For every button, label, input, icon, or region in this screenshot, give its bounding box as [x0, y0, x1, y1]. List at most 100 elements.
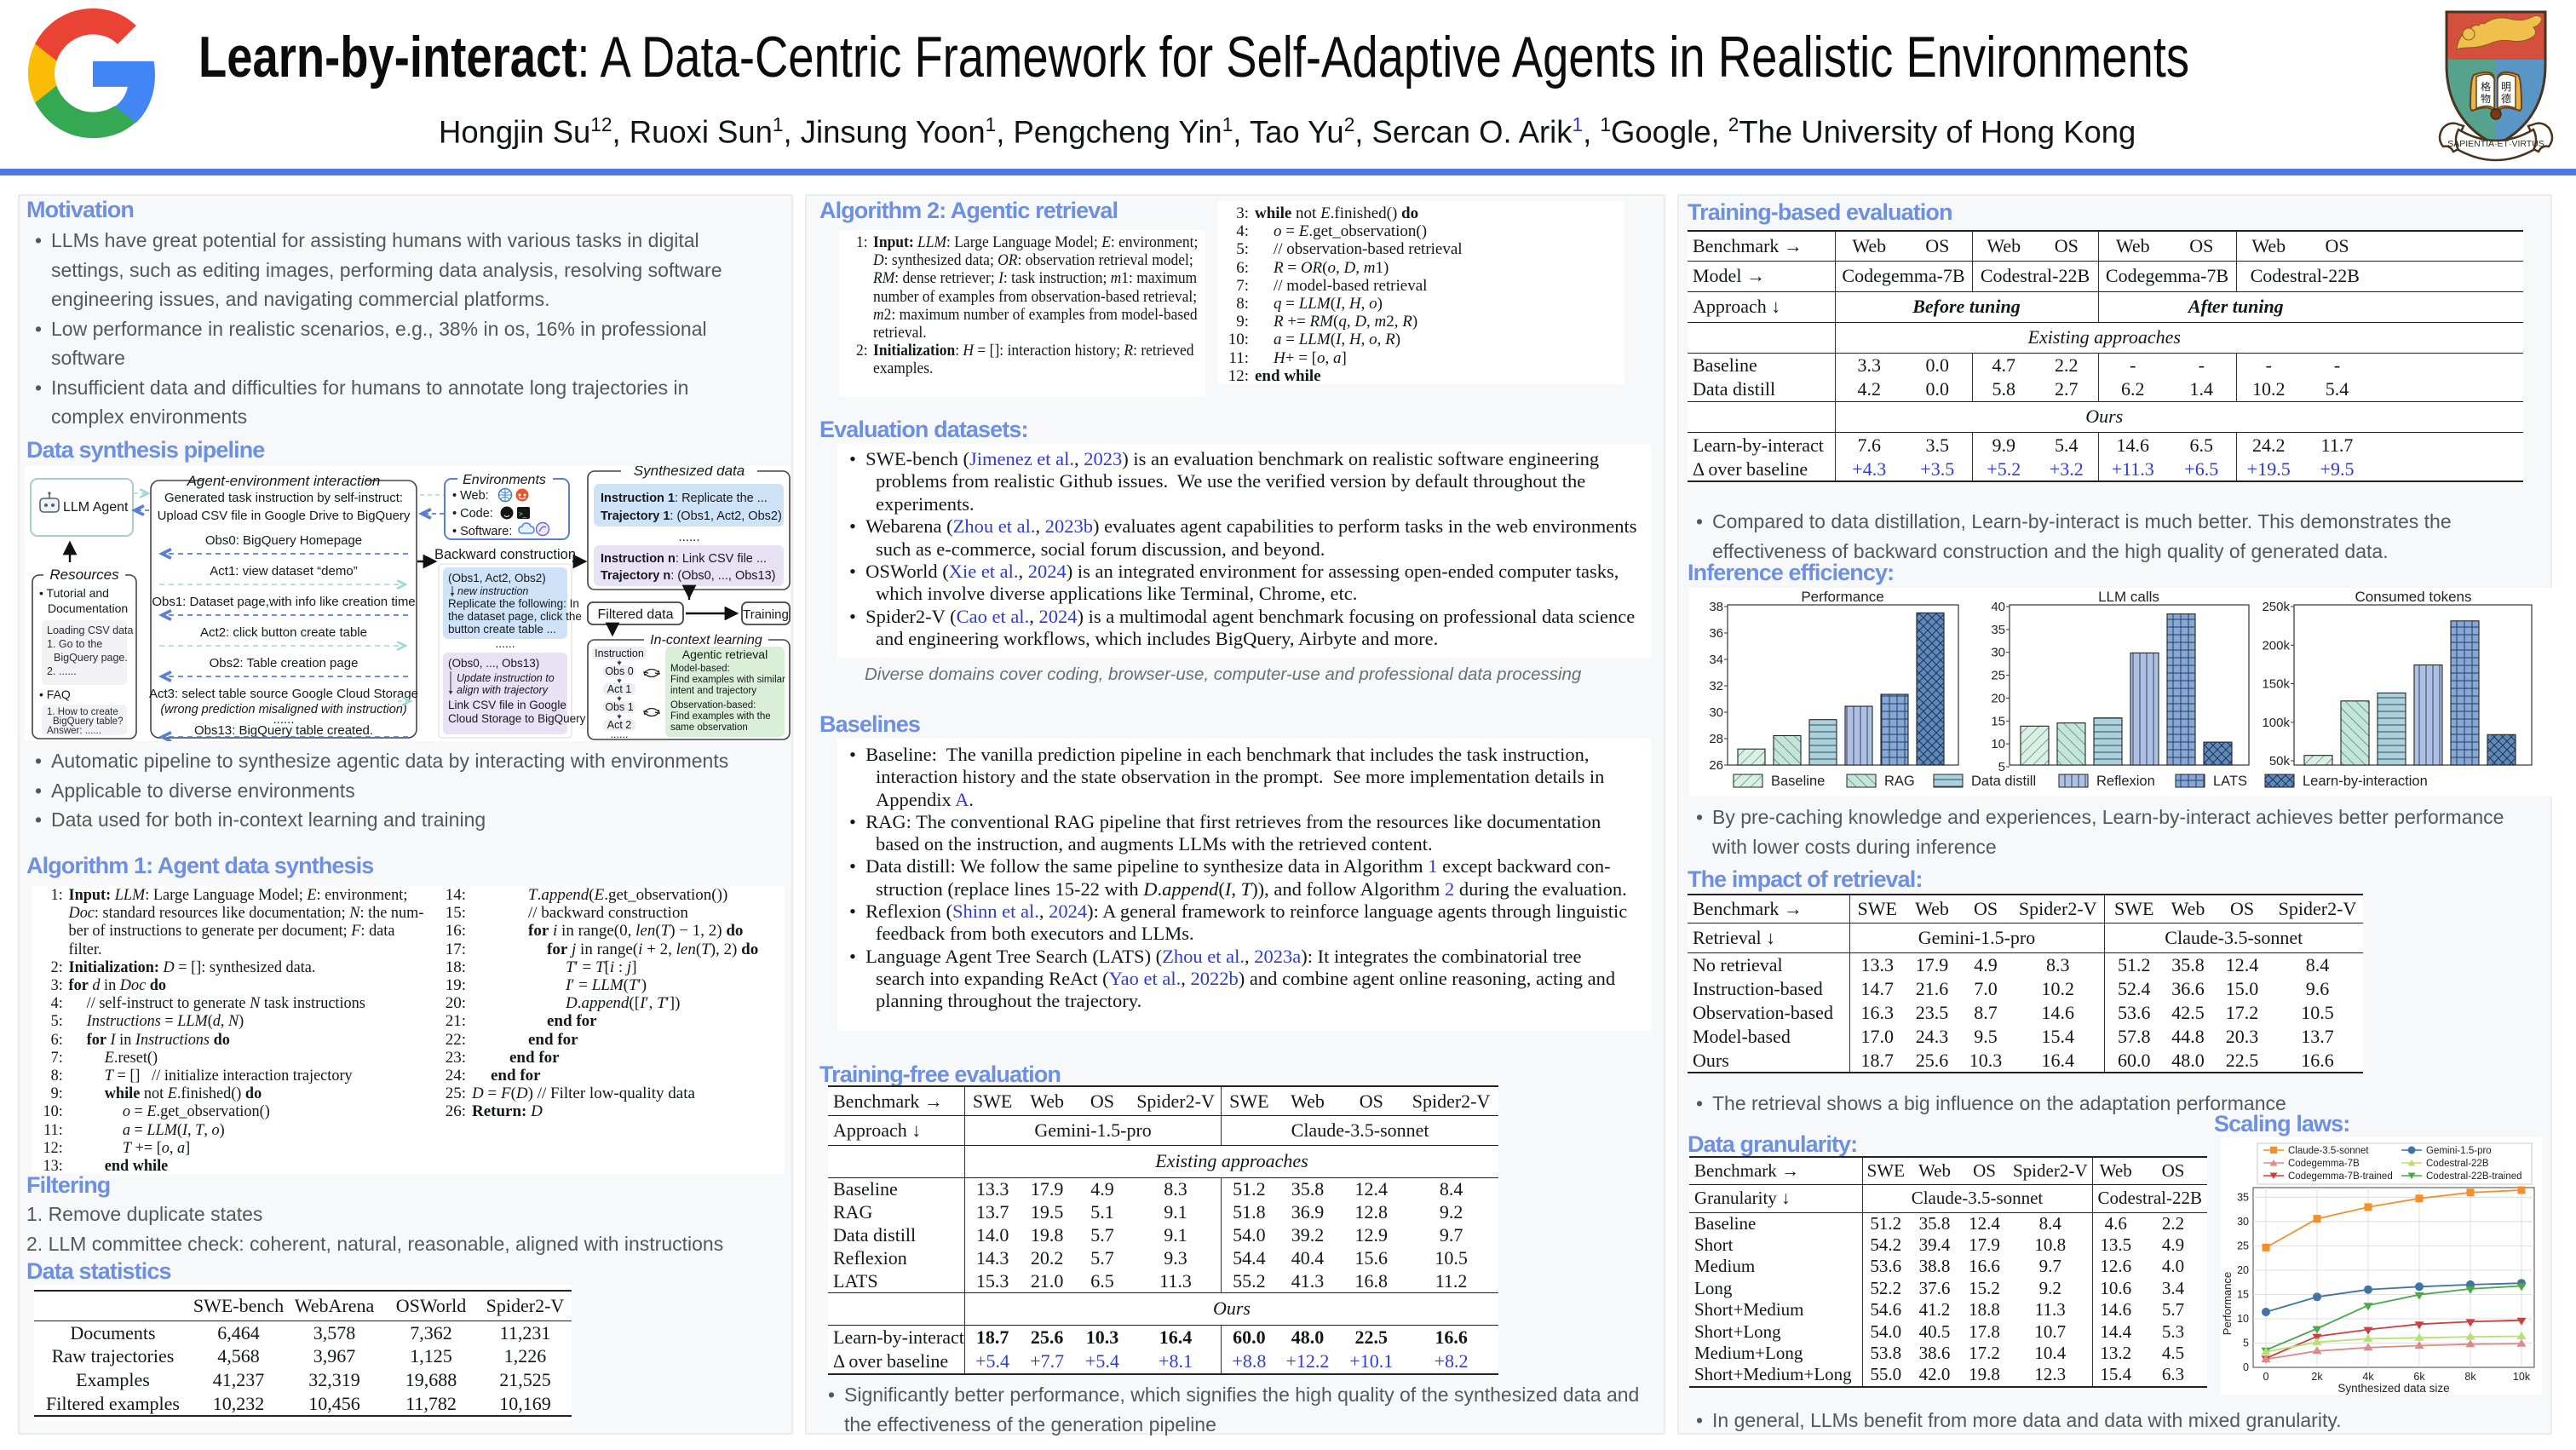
svg-text:10: 10 [2237, 1313, 2249, 1325]
svg-text:• Software:: • Software: [452, 525, 512, 538]
svg-text:Loading CSV data: Loading CSV data [47, 624, 134, 636]
svg-text:25: 25 [1991, 669, 2005, 683]
svg-text:Documentation: Documentation [48, 601, 128, 615]
svg-text:明: 明 [2501, 81, 2511, 93]
svg-text:Reflexion: Reflexion [2096, 774, 2155, 789]
svg-text:28: 28 [1709, 732, 1723, 746]
svg-text:Act3: select table source Goog: Act3: select table source Google Cloud S… [149, 687, 418, 701]
svg-text:SAPIENTIA·ET·VIRTUS: SAPIENTIA·ET·VIRTUS [2447, 139, 2544, 149]
svg-text:10k: 10k [2513, 1371, 2531, 1383]
svg-text:Codestral-22B-trained: Codestral-22B-trained [2426, 1171, 2522, 1182]
svg-text:Obs2: Table creation page: Obs2: Table creation page [210, 656, 359, 670]
svg-text:1. How to create: 1. How to create [47, 707, 118, 717]
svg-text:40: 40 [1991, 600, 2005, 614]
svg-text:0: 0 [2243, 1361, 2249, 1373]
svg-text:• Code:: • Code: [452, 507, 493, 521]
svg-text:Backward construction: Backward construction [434, 547, 576, 562]
svg-text:8k: 8k [2464, 1371, 2476, 1383]
svg-text:the dataset page, click the: the dataset page, click the [448, 610, 582, 623]
svg-text:Trajectory n: (Obs0, ..., Obs1: Trajectory n: (Obs0, ..., Obs13) [601, 569, 776, 583]
svg-text:38: 38 [1709, 600, 1723, 614]
svg-text:Instruction n: Link CSV file .: Instruction n: Link CSV file ... [601, 552, 767, 566]
svg-text:Obs0: BigQuery Homepage: Obs0: BigQuery Homepage [205, 533, 362, 548]
svg-text:Instruction 1: Replicate the .: Instruction 1: Replicate the ... [601, 492, 768, 505]
svg-text:Consumed tokens: Consumed tokens [2355, 589, 2471, 605]
svg-text:intent and trajectory: intent and trajectory [670, 686, 756, 696]
svg-text:Claude-3.5-sonnet: Claude-3.5-sonnet [2288, 1146, 2369, 1156]
svg-text:• Tutorial and: • Tutorial and [39, 586, 109, 600]
svg-text:格: 格 [2481, 80, 2491, 93]
svg-text:6k: 6k [2413, 1371, 2425, 1383]
svg-text:Cloud Storage to BigQuery: Cloud Storage to BigQuery [448, 712, 586, 725]
svg-text:35: 35 [1991, 623, 2005, 637]
svg-text:26: 26 [1709, 758, 1723, 773]
svg-text:Observation-based:: Observation-based: [670, 700, 756, 711]
svg-text:Environments: Environments [463, 473, 546, 487]
svg-text:30: 30 [1709, 705, 1723, 720]
svg-text:Synthesized data: Synthesized data [634, 466, 745, 479]
svg-text:Obs1: Dataset page,with info l: Obs1: Dataset page,with info like creati… [152, 595, 415, 609]
svg-text:2. ......: 2. ...... [47, 665, 77, 677]
svg-text:Generated task instruction by: Generated task instruction by self-instr… [164, 491, 403, 505]
svg-text:Answer: ......: Answer: ...... [47, 726, 101, 736]
svg-text:Agentic retrieval: Agentic retrieval [682, 647, 768, 661]
svg-text:20: 20 [1991, 691, 2005, 705]
svg-text:25: 25 [2237, 1240, 2249, 1251]
svg-text:BigQuery page.: BigQuery page. [54, 652, 128, 664]
svg-text:Update instruction to: Update instruction to [457, 672, 555, 684]
svg-text:4k: 4k [2362, 1371, 2374, 1383]
svg-text:Find examples with similar: Find examples with similar [670, 675, 785, 685]
svg-text:align with trajectory: align with trajectory [457, 684, 549, 696]
svg-text:德: 德 [2501, 92, 2511, 105]
svg-text:Instruction: Instruction [595, 647, 644, 659]
svg-text:Codestral-22B: Codestral-22B [2426, 1159, 2489, 1169]
svg-text:34: 34 [1709, 653, 1723, 667]
svg-text:same observation: same observation [670, 722, 748, 733]
svg-text:1. Go to the: 1. Go to the [47, 638, 102, 650]
svg-text:2k: 2k [2311, 1371, 2323, 1383]
svg-text:......: ...... [678, 530, 699, 544]
svg-text:Obs 1: Obs 1 [605, 701, 633, 713]
svg-text:Upload CSV file in Google Driv: Upload CSV file in Google Drive to BigQu… [158, 509, 411, 523]
svg-text:36: 36 [1709, 626, 1723, 641]
svg-text:30: 30 [2237, 1216, 2249, 1228]
svg-text:Replicate the following: In: Replicate the following: In [448, 597, 579, 610]
svg-text:150k: 150k [2262, 677, 2290, 692]
svg-text:RAG: RAG [1884, 774, 1915, 789]
svg-text:Obs 0: Obs 0 [605, 665, 633, 677]
svg-text:Agent-environment interaction: Agent-environment interaction [187, 473, 381, 489]
svg-text:10: 10 [1991, 737, 2005, 751]
svg-text:0: 0 [2263, 1371, 2269, 1383]
svg-text:LLM Agent: LLM Agent [63, 500, 129, 515]
svg-text:Codegemma-7B: Codegemma-7B [2288, 1159, 2360, 1169]
svg-text:5: 5 [2243, 1338, 2249, 1349]
svg-text:物: 物 [2481, 93, 2491, 105]
svg-text:In-context learning: In-context learning [650, 633, 762, 647]
svg-text:LLM calls: LLM calls [2098, 589, 2159, 605]
svg-text:(wrong prediction misaligned w: (wrong prediction misaligned with instru… [160, 703, 406, 716]
svg-text:Act1: view dataset “demo”: Act1: view dataset “demo” [210, 564, 357, 578]
svg-text:......: ...... [611, 728, 629, 740]
svg-text:Act2: click button create tabl: Act2: click button create table [200, 625, 367, 640]
svg-text:20: 20 [2237, 1264, 2249, 1276]
svg-text:LATS: LATS [2213, 774, 2247, 789]
svg-text:Obs13: BigQuery table created.: Obs13: BigQuery table created. [194, 723, 373, 738]
svg-text:Gemini-1.5-pro: Gemini-1.5-pro [2426, 1146, 2492, 1156]
svg-text:(Obs1, Act2, Obs2): (Obs1, Act2, Obs2) [448, 572, 546, 584]
svg-text:200k: 200k [2262, 638, 2290, 653]
svg-text:32: 32 [1709, 679, 1723, 693]
svg-text:15: 15 [1991, 714, 2005, 728]
svg-text:Filtered data: Filtered data [598, 607, 674, 622]
svg-text:Learn-by-interaction: Learn-by-interaction [2303, 774, 2428, 789]
svg-text:Model-based:: Model-based: [670, 664, 730, 674]
svg-text:• Web:: • Web: [452, 489, 489, 503]
svg-text:Training: Training [743, 607, 789, 622]
svg-text:Codegemma-7B-trained: Codegemma-7B-trained [2288, 1171, 2393, 1182]
svg-text:......: ...... [273, 712, 294, 727]
svg-text:Data distill: Data distill [1971, 774, 2036, 789]
svg-text:30: 30 [1991, 646, 2005, 660]
svg-text:• FAQ: • FAQ [39, 688, 71, 701]
svg-text:Performance: Performance [2221, 1272, 2234, 1335]
svg-text:......: ...... [495, 636, 515, 650]
svg-text:button create table ...: button create table ... [448, 623, 556, 636]
